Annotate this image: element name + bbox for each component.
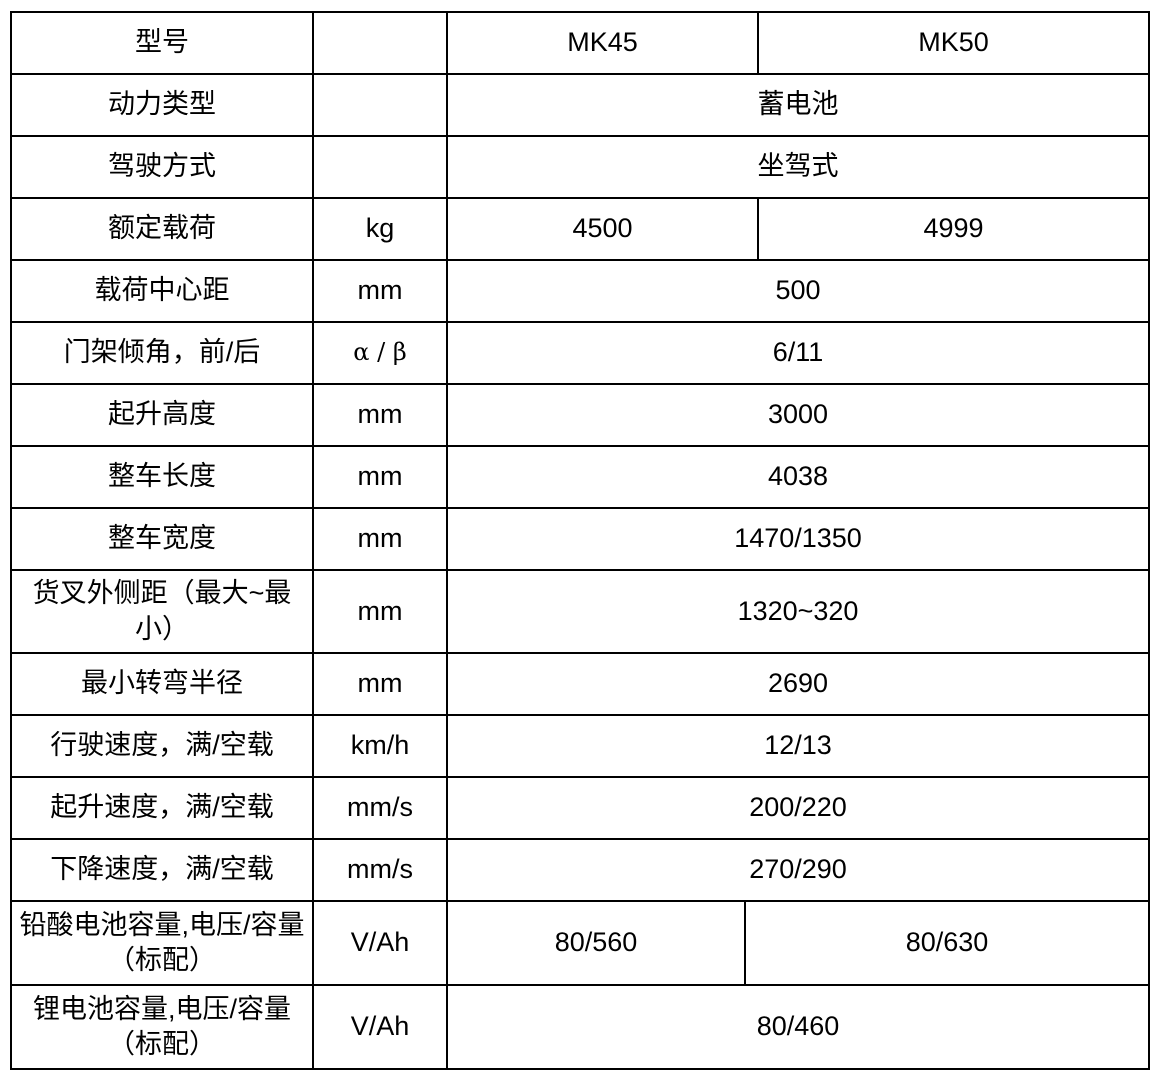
spec-row-overall-length: 整车长度 mm 4038 (10, 445, 1151, 509)
value-shared: 1320~320 (445, 569, 1151, 654)
spec-row-lithium-battery: 锂电池容量,电压/容量（标配） V/Ah 80/460 (10, 984, 1151, 1070)
unit-cell: mm (312, 259, 448, 323)
row-label: 载荷中心距 (10, 259, 314, 323)
row-label: 铅酸电池容量,电压/容量（标配） (10, 900, 314, 986)
row-label: 起升速度，满/空载 (10, 776, 314, 840)
unit-cell: kg (312, 197, 448, 261)
row-label: 最小转弯半径 (10, 652, 314, 716)
unit-cell-empty (312, 73, 448, 137)
unit-cell: mm/s (312, 838, 448, 902)
unit-cell: mm (312, 383, 448, 447)
value-mk45: 80/560 (446, 900, 746, 986)
unit-cell: mm/s (312, 776, 448, 840)
value-shared: 1470/1350 (445, 507, 1151, 571)
row-label: 门架倾角，前/后 (10, 321, 314, 385)
spec-row-lift-height: 起升高度 mm 3000 (10, 383, 1151, 447)
value-mk45: 4500 (445, 197, 760, 261)
spec-row-load-center: 载荷中心距 mm 500 (10, 259, 1151, 323)
unit-cell: mm (312, 445, 448, 509)
unit-cell: mm (312, 569, 448, 654)
spec-row-turning-radius: 最小转弯半径 mm 2690 (10, 652, 1151, 716)
unit-cell-alpha-beta: α / β (312, 321, 448, 385)
value-shared: 6/11 (445, 321, 1151, 385)
unit-cell-empty (312, 135, 448, 199)
spec-row-model: 型号 MK45 MK50 (10, 11, 1151, 75)
row-label: 货叉外侧距（最大~最小） (10, 569, 314, 654)
value-mk50: 80/630 (743, 900, 1151, 986)
value-shared: 500 (445, 259, 1151, 323)
value-shared: 270/290 (445, 838, 1151, 902)
value-shared: 蓄电池 (445, 73, 1151, 137)
unit-cell-empty (312, 11, 448, 75)
unit-cell: V/Ah (312, 900, 448, 986)
unit-cell: V/Ah (312, 984, 448, 1070)
spec-row-rated-capacity: 额定载荷 kg 4500 4999 (10, 197, 1151, 261)
value-shared: 坐驾式 (445, 135, 1151, 199)
spec-row-fork-spacing: 货叉外侧距（最大~最小） mm 1320~320 (10, 569, 1151, 654)
row-label: 整车宽度 (10, 507, 314, 571)
row-label: 动力类型 (10, 73, 314, 137)
value-mk50: 4999 (757, 197, 1151, 261)
spec-row-driving-mode: 驾驶方式 坐驾式 (10, 135, 1151, 199)
spec-row-mast-tilt: 门架倾角，前/后 α / β 6/11 (10, 321, 1151, 385)
unit-cell: mm (312, 507, 448, 571)
value-shared: 12/13 (445, 714, 1151, 778)
value-mk45: MK45 (445, 11, 760, 75)
value-shared: 200/220 (445, 776, 1151, 840)
value-shared: 2690 (445, 652, 1151, 716)
row-label: 整车长度 (10, 445, 314, 509)
value-shared: 80/460 (445, 984, 1151, 1070)
unit-cell: km/h (312, 714, 448, 778)
row-label: 下降速度，满/空载 (10, 838, 314, 902)
row-label: 驾驶方式 (10, 135, 314, 199)
row-label: 起升高度 (10, 383, 314, 447)
value-shared: 4038 (445, 445, 1151, 509)
spec-row-power-type: 动力类型 蓄电池 (10, 73, 1151, 137)
spec-row-overall-width: 整车宽度 mm 1470/1350 (10, 507, 1151, 571)
spec-row-lead-acid-battery: 铅酸电池容量,电压/容量（标配） V/Ah 80/560 80/630 (10, 900, 1151, 986)
value-mk50: MK50 (757, 11, 1151, 75)
spec-table: 型号 MK45 MK50 动力类型 蓄电池 驾驶方式 坐驾式 额定载荷 kg 4… (10, 11, 1151, 1070)
spec-row-lowering-speed: 下降速度，满/空载 mm/s 270/290 (10, 838, 1151, 902)
spec-row-lift-speed: 起升速度，满/空载 mm/s 200/220 (10, 776, 1151, 840)
row-label: 行驶速度，满/空载 (10, 714, 314, 778)
unit-cell: mm (312, 652, 448, 716)
value-shared: 3000 (445, 383, 1151, 447)
row-label: 额定载荷 (10, 197, 314, 261)
row-label: 锂电池容量,电压/容量（标配） (10, 984, 314, 1070)
spec-row-travel-speed: 行驶速度，满/空载 km/h 12/13 (10, 714, 1151, 778)
row-label: 型号 (10, 11, 314, 75)
